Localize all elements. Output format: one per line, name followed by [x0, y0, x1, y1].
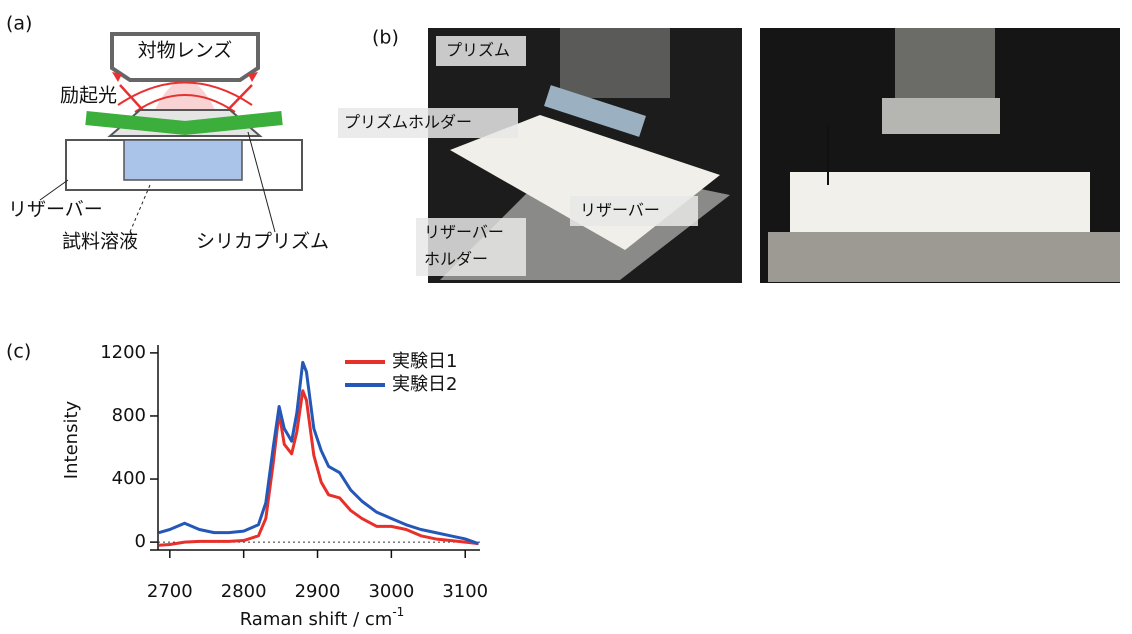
diagram-label: 対物レンズ — [138, 40, 233, 62]
diagram-label: リザーバー — [8, 199, 103, 221]
sample-solution — [124, 140, 242, 180]
y-axis-label: Intensity — [61, 400, 82, 479]
legend-label: 実験日2 — [392, 374, 457, 395]
x-axis-label: Raman shift / cm-1 — [240, 605, 405, 631]
x-axis-label-text: Raman shift / cm — [240, 609, 393, 630]
x-tick-label: 2700 — [147, 581, 193, 602]
y-tick-label: 800 — [112, 405, 146, 426]
x-tick-label: 3100 — [442, 581, 488, 602]
y-tick-label: 1200 — [100, 342, 146, 363]
photo-label: プリズムホルダー — [344, 113, 472, 132]
prism-holder — [882, 98, 1000, 134]
leader — [130, 185, 150, 232]
photo-left: プリズム プリズムホルダー リザーバー リザーバー ホルダー — [338, 28, 742, 283]
objective — [560, 28, 670, 98]
leader — [40, 180, 68, 200]
objective — [895, 28, 995, 98]
photo-label: ホルダー — [424, 250, 488, 269]
panel-label: (c) — [6, 341, 31, 363]
panel-label: (a) — [6, 13, 32, 35]
x-tick-label: 2900 — [295, 581, 341, 602]
reservoir-block — [790, 172, 1090, 234]
x-tick-label: 3000 — [368, 581, 414, 602]
diagram-label: シリカプリズム — [196, 231, 329, 253]
page: (a) (b) (c) 励起光 対物レンズ リザーバー 試料溶液 シリカプリズム… — [0, 0, 1132, 634]
diagram-label: 励起光 — [60, 85, 117, 107]
diagram-label: 試料溶液 — [62, 231, 138, 253]
photo-label: リザーバー — [424, 223, 504, 242]
photo-right — [760, 28, 1120, 283]
holder — [768, 232, 1120, 282]
photo-label: リザーバー — [580, 201, 660, 220]
panel-label: (b) — [372, 27, 399, 49]
x-tick-label: 2800 — [221, 581, 267, 602]
y-tick-label: 400 — [112, 468, 146, 489]
legend-label: 実験日1 — [392, 351, 457, 372]
series-line — [159, 391, 479, 546]
x-axis-label-superscript: -1 — [392, 605, 404, 619]
photo-label: プリズム — [446, 41, 510, 60]
figure: (a) (b) (c) 励起光 対物レンズ リザーバー 試料溶液 シリカプリズム… — [0, 0, 1132, 630]
diagram: 励起光 対物レンズ リザーバー 試料溶液 シリカプリズム — [8, 34, 329, 253]
y-tick-label: 0 — [135, 531, 146, 552]
